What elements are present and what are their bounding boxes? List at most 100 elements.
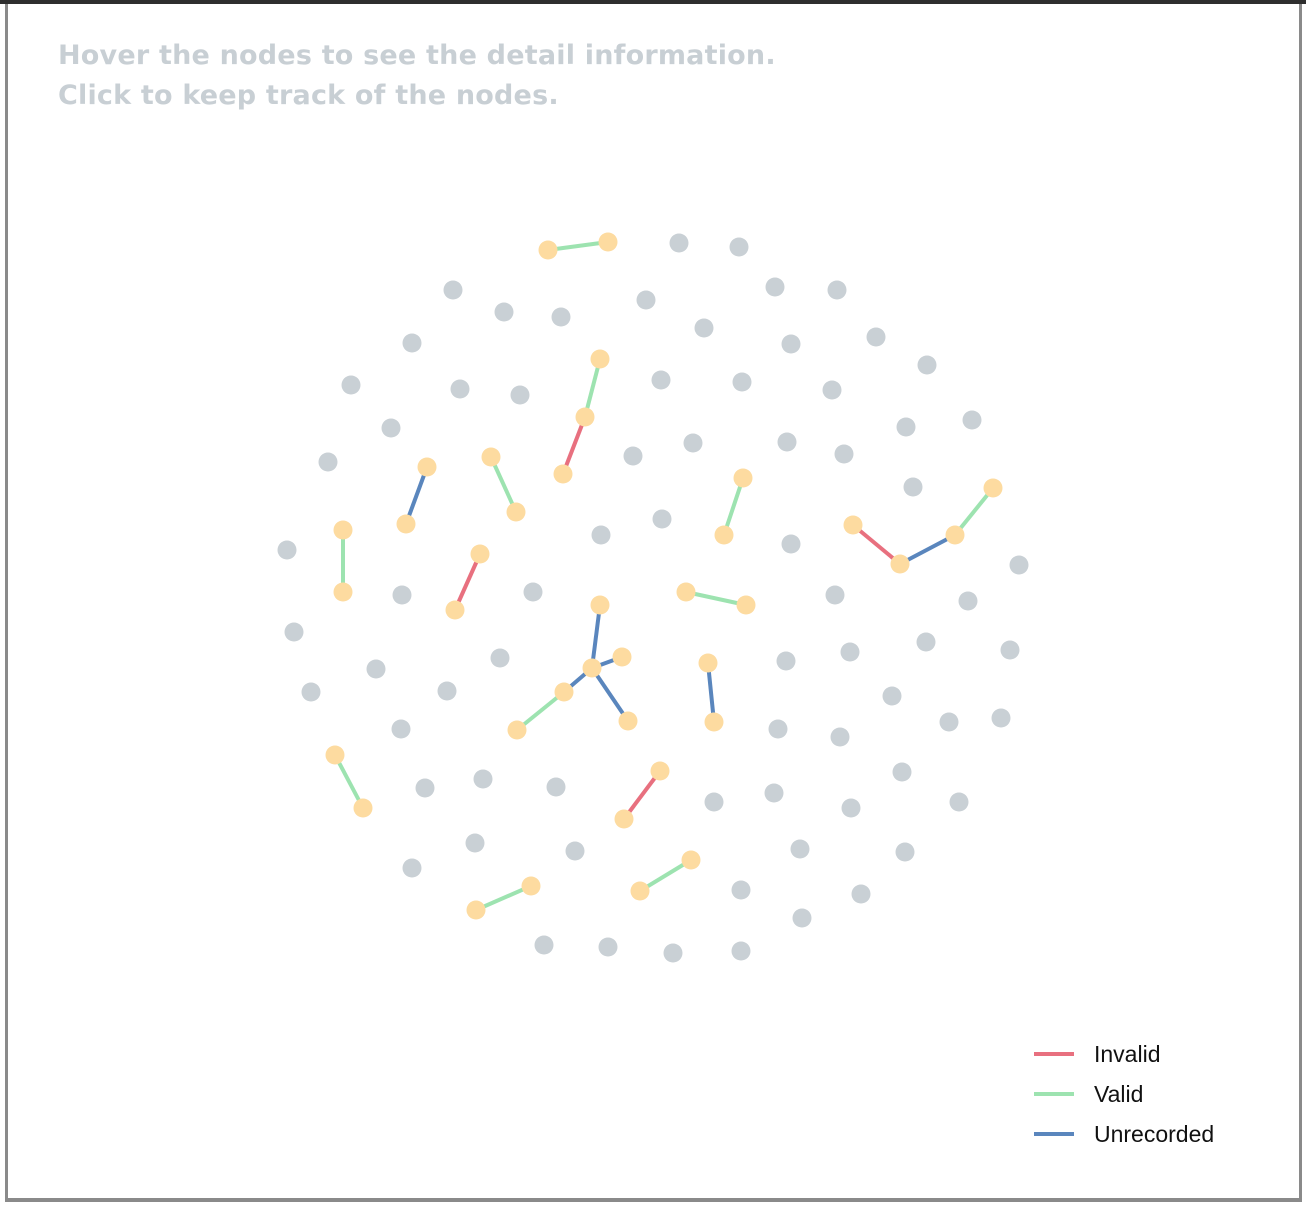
graph-node-linked[interactable]	[554, 682, 574, 702]
graph-node-linked[interactable]	[733, 468, 753, 488]
graph-node[interactable]	[731, 880, 751, 900]
graph-node-linked[interactable]	[553, 464, 573, 484]
graph-node[interactable]	[450, 379, 470, 399]
graph-node[interactable]	[565, 841, 585, 861]
graph-node[interactable]	[443, 280, 463, 300]
graph-node[interactable]	[777, 432, 797, 452]
graph-node[interactable]	[494, 302, 514, 322]
graph-node[interactable]	[381, 418, 401, 438]
graph-node[interactable]	[892, 762, 912, 782]
graph-node-linked[interactable]	[890, 554, 910, 574]
graph-node[interactable]	[465, 833, 485, 853]
graph-node[interactable]	[840, 642, 860, 662]
graph-node[interactable]	[663, 943, 683, 963]
graph-node[interactable]	[991, 708, 1011, 728]
graph-node[interactable]	[366, 659, 386, 679]
graph-node[interactable]	[882, 686, 902, 706]
graph-node[interactable]	[402, 858, 422, 878]
graph-node-linked[interactable]	[618, 711, 638, 731]
graph-node[interactable]	[822, 380, 842, 400]
graph-node[interactable]	[834, 444, 854, 464]
graph-node[interactable]	[781, 334, 801, 354]
graph-node-linked[interactable]	[704, 712, 724, 732]
graph-node-linked[interactable]	[466, 900, 486, 920]
graph-node[interactable]	[866, 327, 886, 347]
graph-node[interactable]	[598, 937, 618, 957]
graph-node[interactable]	[669, 233, 689, 253]
graph-node-linked[interactable]	[843, 515, 863, 535]
graph-node-linked[interactable]	[333, 520, 353, 540]
graph-node-linked[interactable]	[714, 525, 734, 545]
graph-node[interactable]	[510, 385, 530, 405]
graph-node[interactable]	[341, 375, 361, 395]
graph-node[interactable]	[473, 769, 493, 789]
graph-node-linked[interactable]	[575, 407, 595, 427]
graph-node-linked[interactable]	[506, 502, 526, 522]
graph-node-linked[interactable]	[650, 761, 670, 781]
graph-node[interactable]	[776, 651, 796, 671]
graph-node[interactable]	[962, 410, 982, 430]
graph-node[interactable]	[768, 719, 788, 739]
graph-node-linked[interactable]	[507, 720, 527, 740]
graph-node-linked[interactable]	[445, 600, 465, 620]
graph-node[interactable]	[903, 477, 923, 497]
graph-node-linked[interactable]	[325, 745, 345, 765]
graph-node[interactable]	[534, 935, 554, 955]
graph-node[interactable]	[284, 622, 304, 642]
graph-node[interactable]	[636, 290, 656, 310]
graph-node[interactable]	[765, 277, 785, 297]
graph-node-linked[interactable]	[333, 582, 353, 602]
graph-node[interactable]	[523, 582, 543, 602]
graph-node-linked[interactable]	[945, 525, 965, 545]
graph-node[interactable]	[551, 307, 571, 327]
graph-node[interactable]	[623, 446, 643, 466]
graph-node[interactable]	[683, 433, 703, 453]
graph-node[interactable]	[1009, 555, 1029, 575]
graph-node[interactable]	[704, 792, 724, 812]
graph-node-linked[interactable]	[983, 478, 1003, 498]
graph-node[interactable]	[652, 509, 672, 529]
graph-node[interactable]	[830, 727, 850, 747]
graph-node[interactable]	[958, 591, 978, 611]
graph-node[interactable]	[391, 719, 411, 739]
graph-node-linked[interactable]	[676, 582, 696, 602]
graph-node[interactable]	[790, 839, 810, 859]
graph-node[interactable]	[318, 452, 338, 472]
graph-node-linked[interactable]	[590, 349, 610, 369]
graph-node-linked[interactable]	[590, 595, 610, 615]
graph-node[interactable]	[764, 783, 784, 803]
graph-node[interactable]	[729, 237, 749, 257]
graph-node-linked[interactable]	[470, 544, 490, 564]
graph-node[interactable]	[277, 540, 297, 560]
graph-node-linked[interactable]	[538, 240, 558, 260]
graph-node[interactable]	[949, 792, 969, 812]
graph-node-linked[interactable]	[612, 647, 632, 667]
graph-node[interactable]	[851, 884, 871, 904]
graph-node[interactable]	[895, 842, 915, 862]
graph-node-linked[interactable]	[396, 514, 416, 534]
graph-node[interactable]	[1000, 640, 1020, 660]
graph-node-linked[interactable]	[481, 447, 501, 467]
graph-node-linked[interactable]	[521, 876, 541, 896]
graph-node[interactable]	[490, 648, 510, 668]
graph-node-linked[interactable]	[630, 881, 650, 901]
graph-node[interactable]	[731, 941, 751, 961]
graph-node[interactable]	[825, 585, 845, 605]
graph-node-linked[interactable]	[681, 850, 701, 870]
graph-node-linked[interactable]	[614, 809, 634, 829]
graph-node-linked[interactable]	[736, 595, 756, 615]
graph-node[interactable]	[301, 682, 321, 702]
graph-node-linked[interactable]	[417, 457, 437, 477]
graph-node[interactable]	[939, 712, 959, 732]
graph-node-linked[interactable]	[582, 658, 602, 678]
graph-node[interactable]	[415, 778, 435, 798]
graph-node[interactable]	[916, 632, 936, 652]
graph-node[interactable]	[546, 777, 566, 797]
graph-node-linked[interactable]	[698, 653, 718, 673]
graph-node[interactable]	[694, 318, 714, 338]
graph-node[interactable]	[651, 370, 671, 390]
graph-node[interactable]	[827, 280, 847, 300]
graph-node[interactable]	[437, 681, 457, 701]
graph-node[interactable]	[896, 417, 916, 437]
